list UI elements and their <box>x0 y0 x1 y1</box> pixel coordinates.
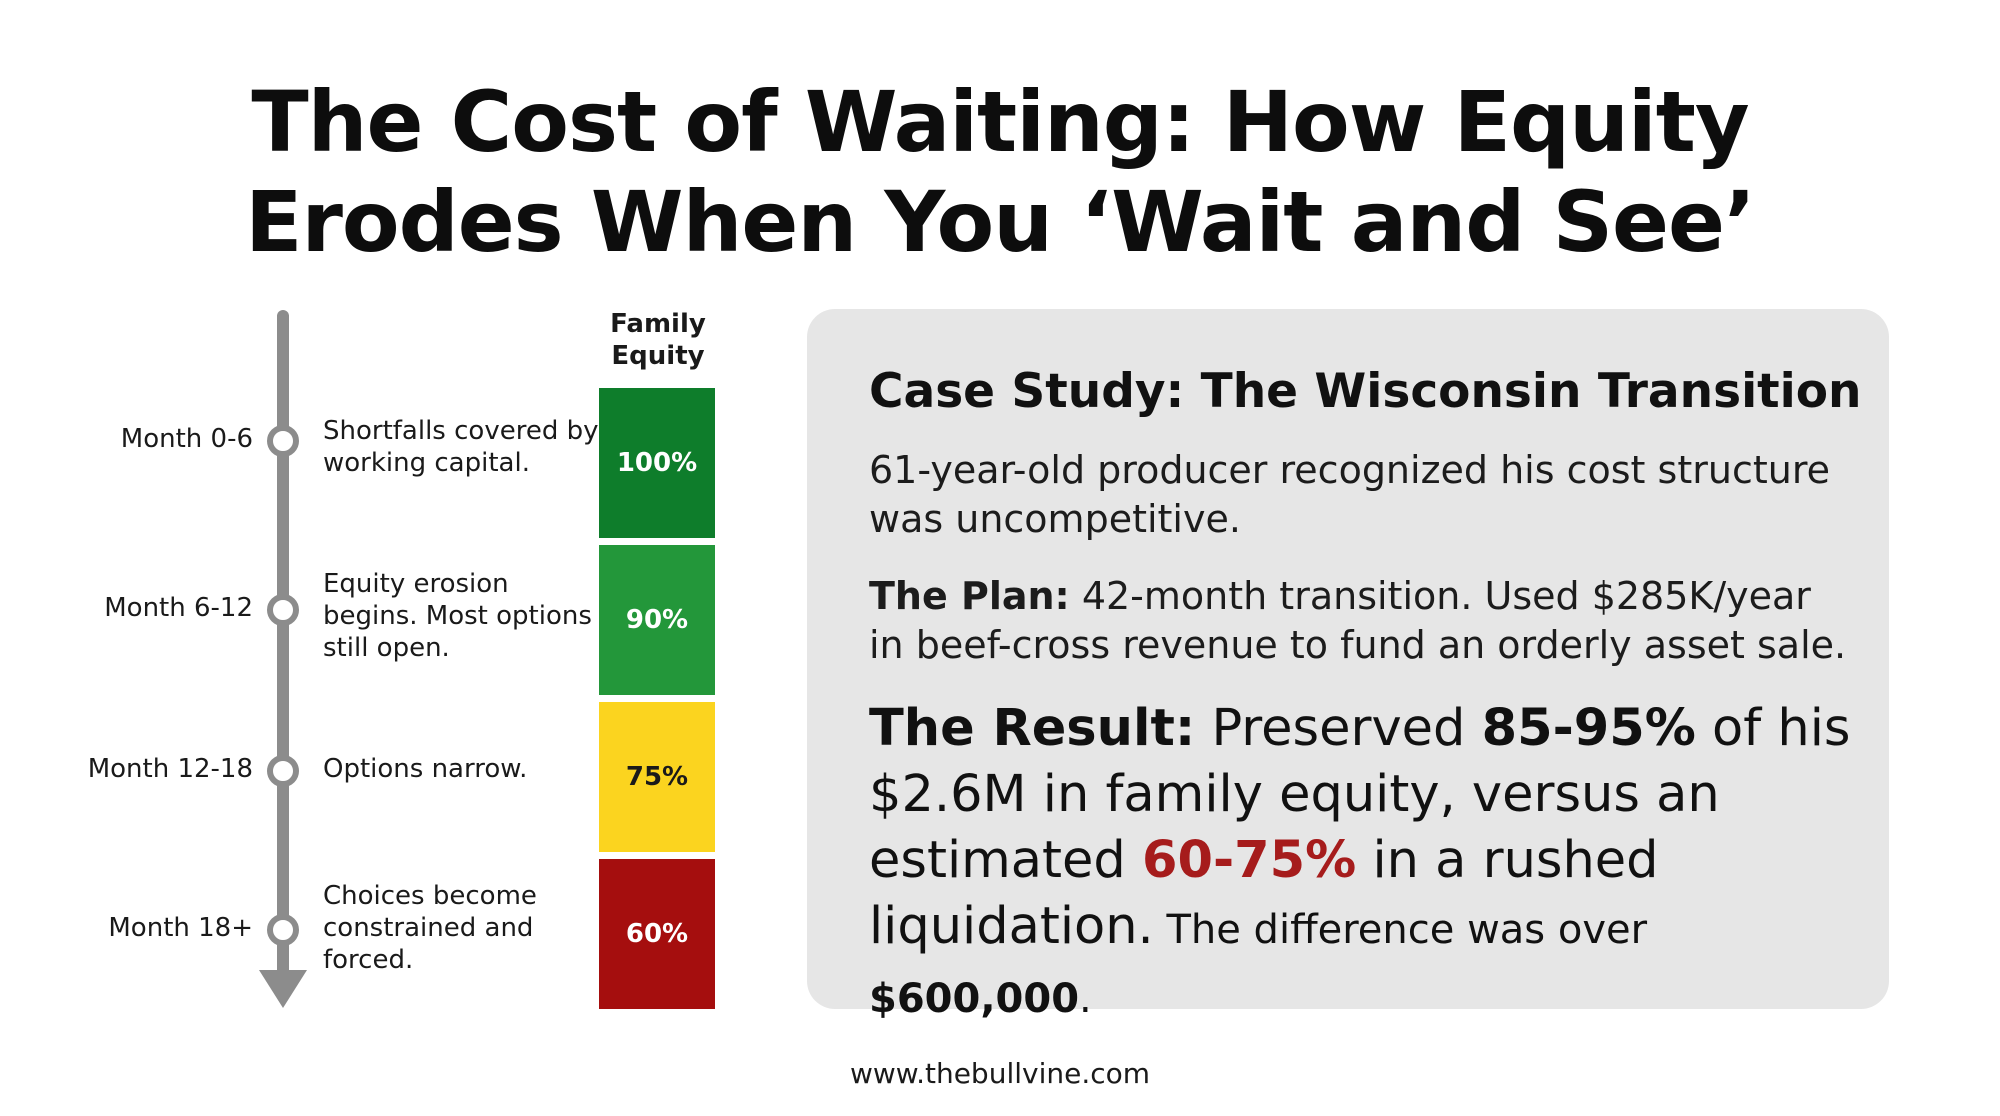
timeline-arrow-down-icon <box>259 970 307 1008</box>
result-label: The Result: <box>869 699 1196 758</box>
timeline-stage-label: Month 6-12 <box>104 593 253 623</box>
equity-bar-value: 60% <box>625 919 689 949</box>
plan-label: The Plan: <box>869 574 1070 618</box>
page-title: The Cost of Waiting: How Equity Erodes W… <box>0 72 2000 272</box>
timeline-stage-label: Month 12-18 <box>87 754 253 784</box>
family-equity-header: Family Equity <box>610 309 706 371</box>
equity-bar-month-18-plus: 60% <box>599 859 715 1009</box>
equity-bar-value: 75% <box>625 762 689 792</box>
timeline-line <box>277 310 289 980</box>
timeline-stage-description: Choices become constrained and forced. <box>323 881 537 975</box>
page-title-line-2: Erodes When You ‘Wait and See’ <box>245 173 1756 271</box>
equity-bar-month-6-12: 90% <box>599 545 715 695</box>
result-rushed-percent: 60-75% <box>1142 831 1357 890</box>
result-text: . <box>1079 976 1092 1022</box>
case-study-result: The Result: Preserved 85-95% of his $2.6… <box>869 696 1869 1032</box>
equity-bar-month-0-6: 100% <box>599 388 715 538</box>
equity-bar-value: 100% <box>616 448 698 478</box>
timeline-node <box>267 425 299 457</box>
timeline-stage-description: Equity erosion begins. Most options stil… <box>323 569 592 663</box>
result-text: of his $2.6M in family equity, versus an… <box>869 699 1851 890</box>
equity-bar-value: 90% <box>625 605 689 635</box>
timeline-stage-description: Options narrow. <box>323 754 528 784</box>
case-study-intro: 61-year-old producer recognized his cost… <box>869 448 1830 541</box>
timeline-node <box>267 755 299 787</box>
timeline-stage-label: Month 18+ <box>108 913 253 943</box>
timeline-node <box>267 594 299 626</box>
result-difference-amount: $600,000 <box>869 976 1080 1022</box>
equity-bar-month-12-18: 75% <box>599 702 715 852</box>
timeline-stage-description: Shortfalls covered by working capital. <box>323 416 599 478</box>
result-preserved-percent: 85-95% <box>1481 699 1696 758</box>
case-study-plan: The Plan: 42-month transition. Used $285… <box>869 572 1849 670</box>
result-text: Preserved <box>1195 699 1482 758</box>
result-text: in a rushed liquidation. <box>869 831 1659 956</box>
case-study-title: Case Study: The Wisconsin Transition <box>869 364 1862 419</box>
timeline: Month 0-6 Shortfalls covered by working … <box>0 300 760 1020</box>
timeline-stage-label: Month 0-6 <box>120 424 253 454</box>
timeline-node <box>267 914 299 946</box>
plan-text: 42-month transition. Used $285K/year in … <box>869 574 1847 667</box>
result-difference-text: The difference was over <box>1153 907 1648 953</box>
page-title-line-1: The Cost of Waiting: How Equity <box>251 73 1749 171</box>
footer-url: www.thebullvine.com <box>849 1057 1151 1090</box>
case-study-card: Case Study: The Wisconsin Transition 61-… <box>807 309 1889 1022</box>
